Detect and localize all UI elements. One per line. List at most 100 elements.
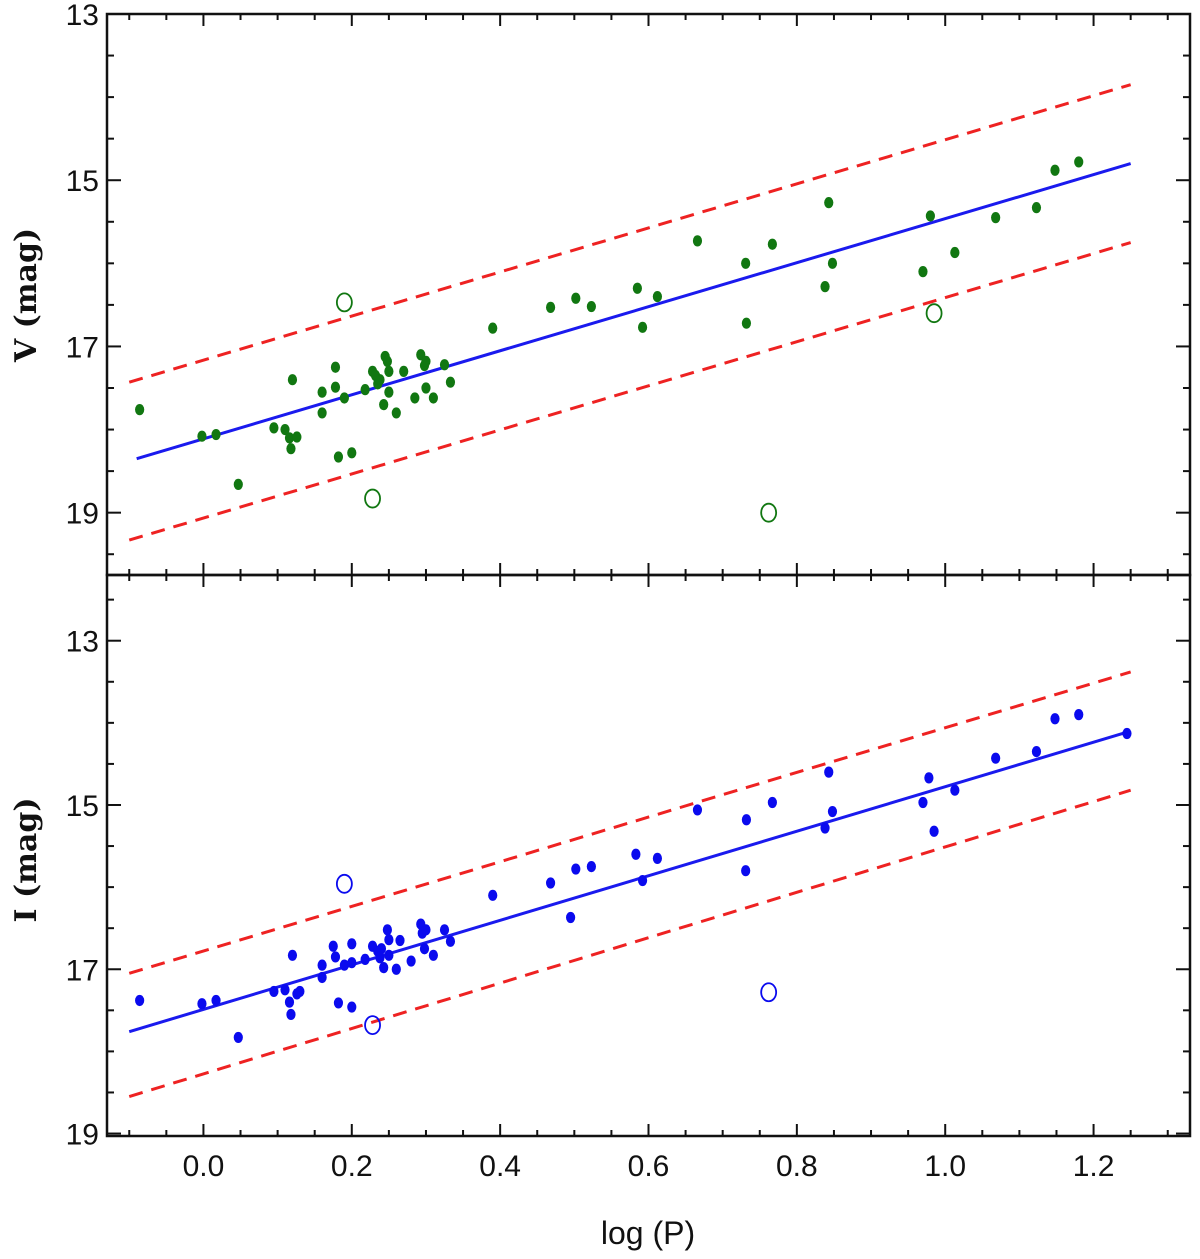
v-data-point xyxy=(135,404,145,416)
i-data-point xyxy=(1031,745,1042,758)
v-data-point xyxy=(767,238,777,250)
v-data-point xyxy=(439,359,450,371)
v-data-point xyxy=(330,361,341,373)
x-tick-label: 0.4 xyxy=(479,1150,521,1183)
v-outlier-point xyxy=(335,292,353,313)
v-data-point xyxy=(233,478,243,491)
i-data-point xyxy=(439,924,450,936)
i-data-point xyxy=(284,996,295,1008)
i-data-point xyxy=(286,1008,296,1021)
v-data-point xyxy=(410,392,420,404)
v-data-point xyxy=(391,407,401,419)
i-data-point xyxy=(1122,727,1132,740)
i-data-point xyxy=(991,752,1001,764)
v-y-tick-label: 15 xyxy=(66,165,99,198)
i-lower-bound-line xyxy=(128,788,1132,1099)
v-data-point xyxy=(632,282,642,294)
v-data-point xyxy=(384,386,394,398)
i-data-point xyxy=(586,860,596,873)
v-data-point xyxy=(571,292,581,304)
log-p-axis-label: log (P) xyxy=(601,1215,695,1251)
i-data-point xyxy=(382,924,392,936)
i-data-point xyxy=(375,952,385,964)
i-data-point xyxy=(317,971,327,984)
i-data-point xyxy=(488,889,498,901)
i-data-point xyxy=(924,772,934,784)
v-outlier-point xyxy=(925,303,943,324)
v-data-point xyxy=(379,399,389,411)
v-data-point xyxy=(1031,202,1042,214)
i-data-point xyxy=(571,863,581,875)
i-data-point xyxy=(384,949,394,961)
i-data-point xyxy=(347,938,357,950)
i-outlier-point xyxy=(335,873,353,894)
i-data-point xyxy=(280,984,290,996)
i-data-point xyxy=(295,985,305,998)
v-data-point xyxy=(925,210,935,222)
i-data-point xyxy=(820,822,830,834)
v-data-point xyxy=(382,355,392,368)
v-data-point xyxy=(692,235,703,247)
v-data-point xyxy=(286,443,296,455)
v-lower-bound-line xyxy=(128,241,1132,542)
v-data-point xyxy=(269,422,279,434)
v-data-point xyxy=(827,257,838,269)
v-data-point xyxy=(637,321,648,333)
i-data-point xyxy=(384,934,394,946)
i-outlier-point xyxy=(760,982,778,1003)
i-y-tick-label: 17 xyxy=(66,954,99,987)
v-data-point xyxy=(586,300,596,313)
i-data-point xyxy=(317,959,327,971)
v-data-point xyxy=(384,365,394,377)
i-data-point xyxy=(824,766,834,778)
x-tick-label: 1.2 xyxy=(1073,1150,1115,1183)
i-data-point xyxy=(1050,713,1060,725)
v-data-point xyxy=(421,355,431,368)
i-y-tick-label: 13 xyxy=(66,626,99,659)
v-y-tick-label: 17 xyxy=(66,331,99,364)
v-fit-line xyxy=(136,162,1132,461)
v-data-point xyxy=(741,257,751,269)
x-tick-label: 0.0 xyxy=(183,1150,225,1183)
i-fit-line xyxy=(128,729,1132,1034)
i-data-point xyxy=(269,985,279,998)
v-data-point xyxy=(950,246,960,259)
i-y-tick-label: 19 xyxy=(66,1119,99,1152)
v-data-point xyxy=(360,384,370,396)
i-data-point xyxy=(692,804,703,816)
v-data-point xyxy=(287,374,298,386)
i-data-point xyxy=(406,955,416,967)
i-mag-axis-label: I (mag) xyxy=(9,797,44,922)
v-upper-bound-line xyxy=(128,83,1132,384)
i-band-panel: 0.0 0.2 0.4 0.6 0.8 1.0 1.2 13 15 17 19 xyxy=(66,573,1192,1183)
i-y-tick-label: 15 xyxy=(66,790,99,823)
v-data-point xyxy=(211,428,221,441)
i-data-point xyxy=(929,825,939,837)
i-data-point xyxy=(918,796,928,809)
v-data-point xyxy=(824,197,834,209)
i-data-point xyxy=(287,949,298,961)
x-tick-label: 1.0 xyxy=(924,1150,966,1183)
i-data-point xyxy=(197,998,207,1010)
i-data-point xyxy=(233,1031,243,1044)
v-data-point xyxy=(445,376,456,388)
v-band-panel: 13 15 17 19 xyxy=(66,0,1192,577)
i-data-point xyxy=(950,784,960,796)
v-data-point xyxy=(333,451,344,463)
i-data-point xyxy=(1074,709,1084,721)
i-data-point xyxy=(328,940,338,952)
v-data-point xyxy=(820,281,830,293)
v-data-point xyxy=(317,386,327,398)
i-data-point xyxy=(637,874,648,887)
i-data-point xyxy=(545,877,556,889)
i-data-point xyxy=(419,943,430,955)
v-data-point xyxy=(421,382,431,394)
i-plot-frame xyxy=(105,573,1192,1138)
v-data-point xyxy=(991,212,1001,224)
x-tick-label: 0.8 xyxy=(776,1150,818,1183)
i-data-point xyxy=(741,814,752,826)
i-data-point xyxy=(376,943,387,955)
i-data-point xyxy=(333,997,344,1009)
i-data-point xyxy=(566,911,576,924)
